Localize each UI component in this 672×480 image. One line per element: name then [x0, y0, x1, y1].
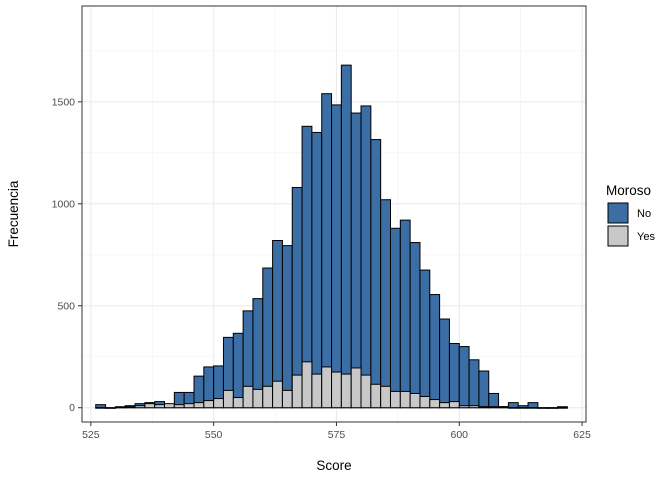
bar-no [478, 370, 490, 409]
bar-yes [429, 399, 441, 409]
bar-no [331, 104, 342, 409]
bar-no [370, 139, 382, 409]
x-axis-ticks: 525 550 575 600 625 [82, 422, 591, 441]
bar-no [468, 359, 480, 409]
x-tick-label: 575 [328, 429, 346, 441]
bar-yes [498, 406, 509, 409]
legend-label-yes: Yes [637, 231, 655, 243]
bar-yes [458, 405, 470, 409]
bar-yes [468, 405, 480, 409]
legend-key-no [607, 202, 629, 224]
legend-title: Moroso [606, 183, 651, 198]
bar-no [360, 105, 372, 409]
bar-no [439, 318, 450, 409]
bar-yes [203, 400, 215, 409]
bar-yes [517, 407, 529, 409]
bar-yes [370, 383, 382, 409]
bar-yes [380, 385, 391, 409]
bar-no [527, 402, 539, 409]
y-axis-title: Frecuencia [6, 180, 21, 247]
legend-label-no: No [637, 208, 651, 220]
x-tick-label: 550 [205, 429, 223, 441]
bar-no [232, 332, 244, 409]
legend-key-yes [607, 225, 629, 247]
bar-yes [331, 371, 342, 409]
x-tick-label: 625 [573, 429, 591, 441]
bar-yes [409, 392, 421, 409]
bar-yes [360, 374, 372, 409]
bar-yes [340, 373, 352, 409]
x-tick-label: 600 [450, 429, 468, 441]
bar-yes [478, 406, 490, 409]
y-tick-label: 1500 [52, 96, 76, 108]
bar-no [448, 342, 460, 409]
bar-yes [183, 403, 195, 409]
bar-yes [537, 407, 549, 409]
bar-no [321, 93, 333, 409]
bar-yes [557, 406, 568, 409]
bar-yes [173, 404, 185, 409]
bar-yes [527, 407, 539, 409]
bar-no [399, 219, 411, 409]
bar-no [488, 392, 500, 409]
bar-yes [222, 389, 234, 409]
bar-yes [95, 407, 107, 409]
bar-yes [134, 405, 146, 409]
bar-no [458, 346, 470, 409]
bar-no [340, 64, 352, 409]
bar-no [350, 112, 362, 409]
bar-yes [144, 403, 156, 409]
bar-yes [272, 380, 283, 409]
bar-yes [252, 388, 264, 409]
y-tick-label: 500 [57, 300, 75, 312]
bar-yes [311, 373, 323, 409]
bar-no [429, 294, 441, 409]
bar-yes [114, 406, 126, 409]
bar-yes [242, 385, 254, 409]
y-tick-label: 1000 [52, 198, 76, 210]
bar-yes [193, 402, 205, 409]
legend: Moroso No Yes [606, 183, 655, 247]
bars [95, 64, 568, 409]
bar-yes [291, 374, 303, 409]
bar-yes [321, 366, 333, 409]
bar-yes [154, 404, 166, 409]
bar-yes [213, 398, 224, 409]
bar-no [507, 402, 519, 409]
bar-no [311, 131, 323, 409]
bar-no [419, 269, 431, 409]
bar-yes [232, 397, 244, 409]
bar-yes [262, 385, 274, 409]
y-tick-label: 0 [69, 402, 75, 414]
bar-yes [448, 401, 460, 409]
bar-yes [419, 396, 431, 409]
bar-yes [105, 407, 116, 409]
x-tick-label: 525 [82, 429, 100, 441]
y-axis-ticks: 0 500 1000 1500 [52, 96, 82, 414]
bar-yes [439, 402, 450, 409]
bar-no [409, 242, 421, 409]
panel-border [81, 5, 587, 423]
x-axis-title: Score [316, 458, 351, 473]
bar-yes [399, 390, 411, 409]
bar-yes [281, 389, 293, 409]
bar-yes [301, 361, 313, 409]
bar-yes [547, 407, 559, 409]
bar-yes [164, 403, 175, 409]
bar-no [389, 227, 401, 409]
bar-no [281, 245, 293, 409]
bar-yes [124, 406, 136, 409]
bar-yes [350, 367, 362, 409]
bar-yes [507, 407, 519, 409]
bar-yes [389, 390, 401, 409]
bar-no [380, 199, 391, 409]
bar-yes [488, 406, 500, 409]
